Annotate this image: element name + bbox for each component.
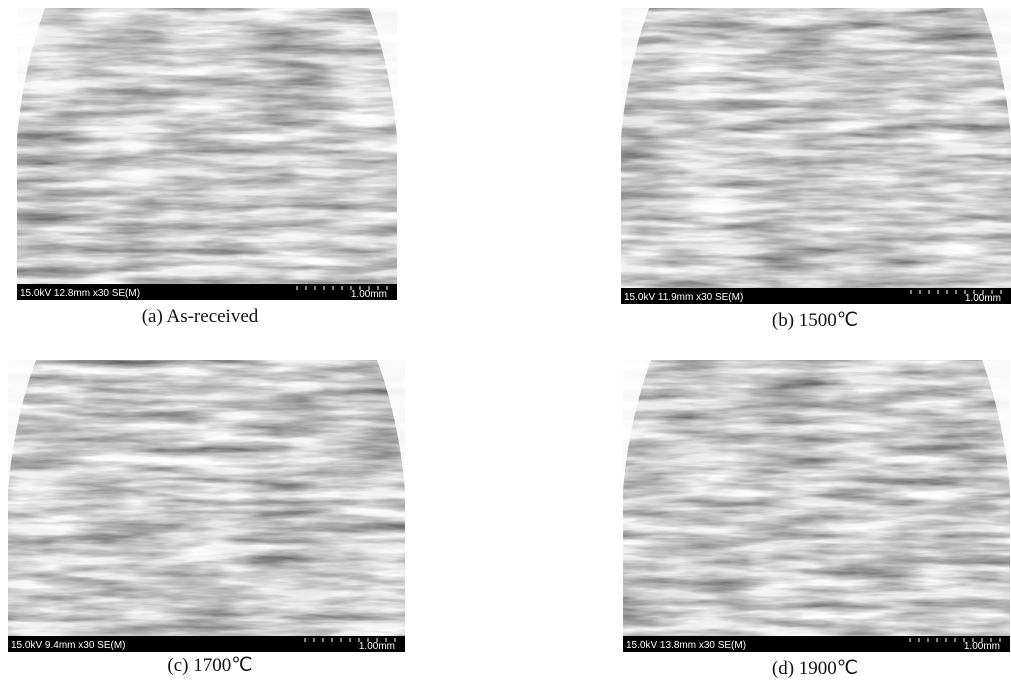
scale-label: 1.00mm bbox=[965, 293, 1001, 304]
image-texture bbox=[17, 8, 397, 284]
scale-label: 1.00mm bbox=[351, 289, 387, 300]
info-text: 15.0kV 11.9mm x30 SE(M) bbox=[624, 292, 743, 303]
scale-label: 1.00mm bbox=[964, 641, 1000, 652]
caption: (a) As-received bbox=[142, 306, 259, 327]
page: 15.0kV 12.8mm x30 SE(M) 1.00mm (a) As-rece… bbox=[0, 0, 1011, 684]
sem-image: 15.0kV 9.4mm x30 SE(M) 1.00mm bbox=[8, 360, 405, 652]
info-text: 15.0kV 13.8mm x30 SE(M) bbox=[626, 640, 746, 651]
figure: 15.0kV 12.8mm x30 SE(M) 1.00mm (a) As-rece… bbox=[0, 0, 1011, 684]
caption: (b) 1500℃ bbox=[772, 310, 858, 331]
caption: (d) 1900℃ bbox=[772, 658, 858, 679]
info-text: 15.0kV 9.4mm x30 SE(M) bbox=[11, 640, 125, 651]
image-texture bbox=[8, 360, 405, 636]
caption: (c) 1700℃ bbox=[167, 655, 252, 676]
info-text: 15.0kV 12.8mm x30 SE(M) bbox=[20, 288, 140, 299]
sem-image: 15.0kV 12.8mm x30 SE(M) 1.00mm bbox=[17, 8, 397, 300]
sem-image: 15.0kV 13.8mm x30 SE(M) 1.00mm bbox=[623, 360, 1010, 652]
image-texture bbox=[621, 8, 1011, 288]
scale-label: 1.00mm bbox=[359, 641, 395, 652]
image-texture bbox=[623, 360, 1010, 636]
sem-image: 15.0kV 11.9mm x30 SE(M) 1.00mm bbox=[621, 8, 1011, 304]
